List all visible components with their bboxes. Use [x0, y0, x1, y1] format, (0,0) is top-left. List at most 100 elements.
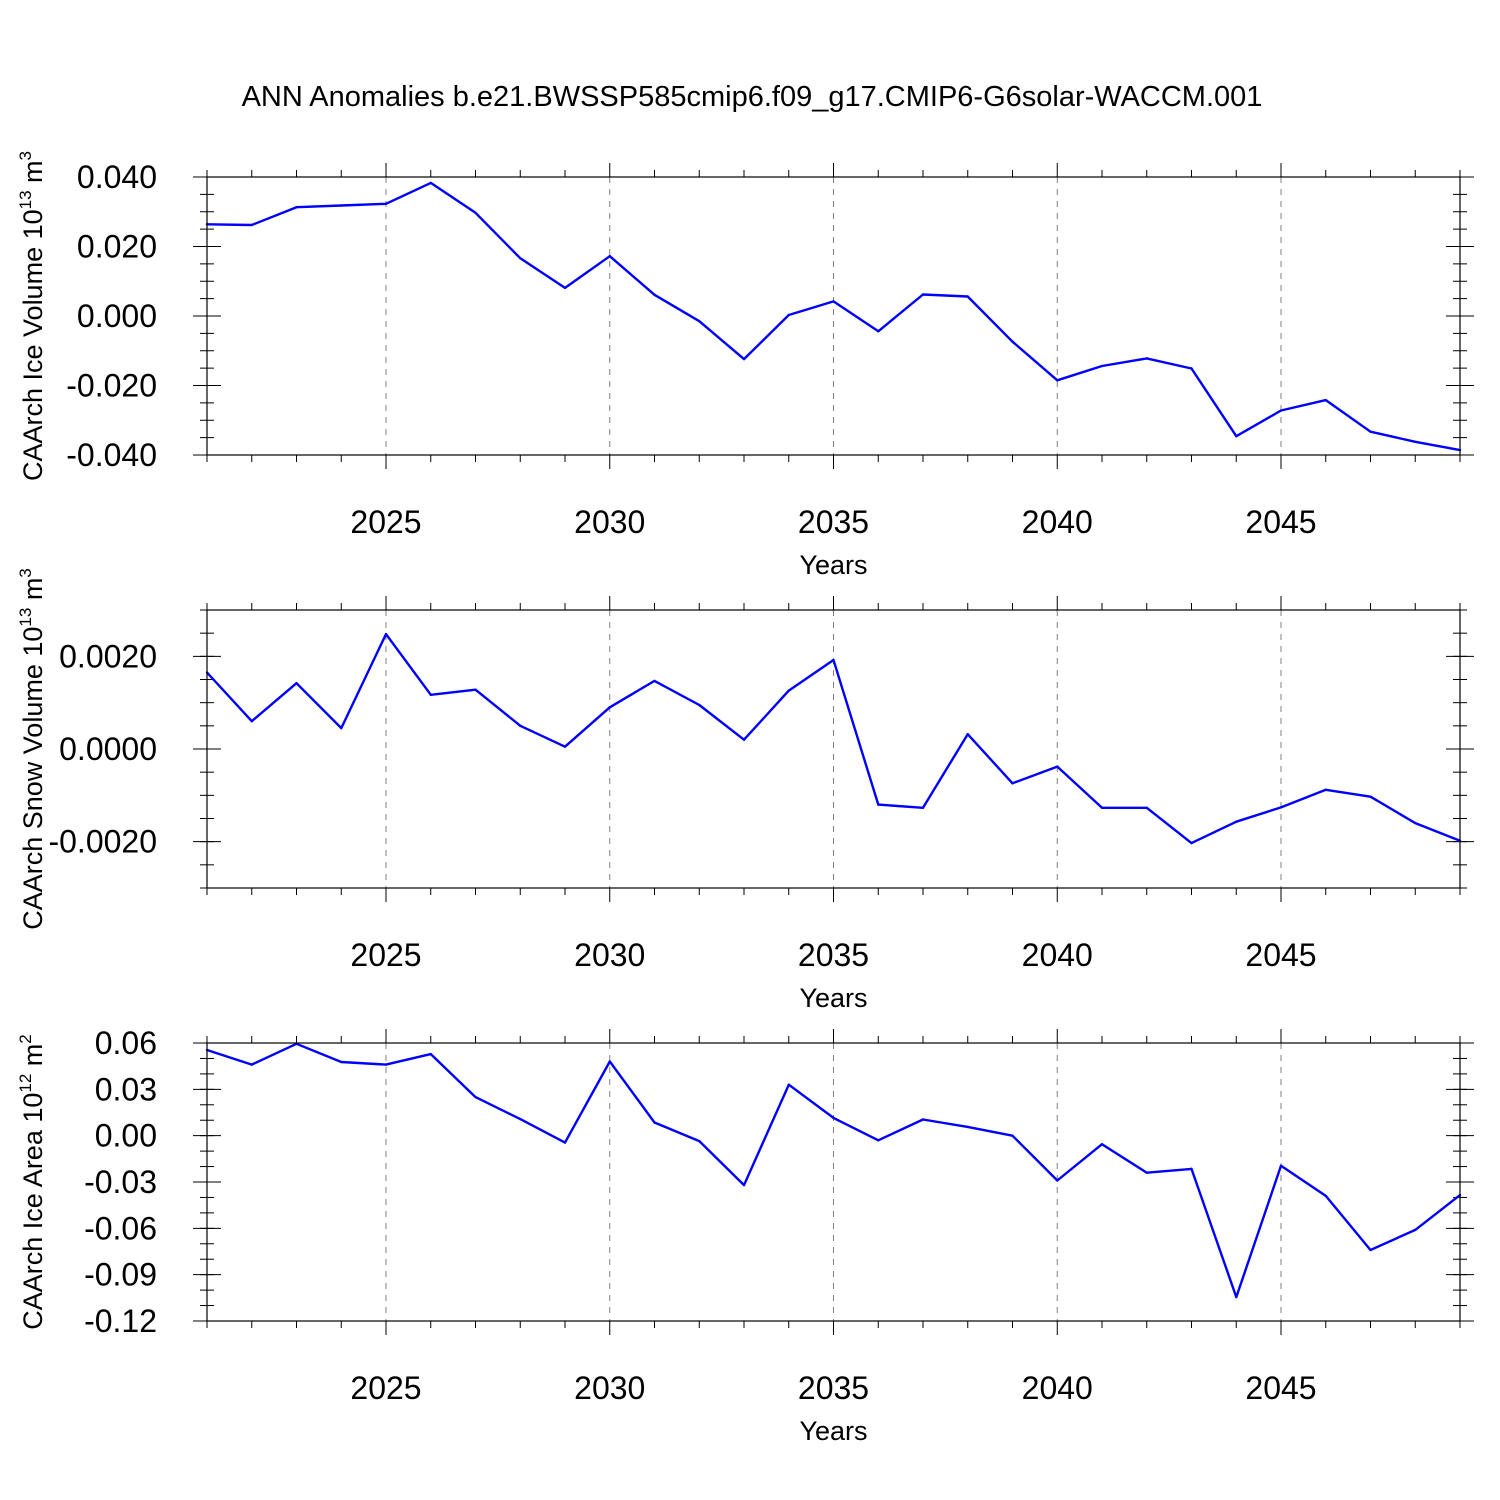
data-point: [429, 693, 432, 696]
data-point: [742, 1183, 746, 1187]
data-point: [608, 706, 611, 709]
data-point: [832, 300, 835, 303]
data-point: [1279, 1164, 1283, 1167]
data-point: [1011, 782, 1014, 785]
x-tick-label: 2025: [350, 937, 421, 973]
y-tick-label: -0.0020: [48, 824, 157, 860]
data-point: [1414, 440, 1417, 443]
plot-frame: [206, 609, 1461, 889]
data-point: [877, 803, 880, 806]
data-point: [1369, 1248, 1372, 1252]
plot-frame: [206, 176, 1461, 456]
data-point: [832, 658, 835, 662]
x-axis-title: Years: [799, 550, 867, 580]
y-tick-label: 0.040: [77, 159, 157, 195]
y-tick-label: -0.09: [84, 1257, 157, 1293]
data-point: [1100, 806, 1104, 810]
x-tick-label: 2030: [574, 1370, 645, 1406]
y-tick-label: -0.06: [84, 1210, 157, 1246]
x-tick-label: 2040: [1022, 937, 1093, 973]
data-point: [1056, 765, 1059, 768]
data-point: [1279, 409, 1283, 412]
x-tick-label: 2045: [1245, 1370, 1316, 1406]
data-point: [653, 1121, 656, 1124]
data-point: [966, 1125, 969, 1129]
data-point: [1324, 1194, 1327, 1198]
data-point: [1190, 367, 1193, 370]
data-point: [787, 313, 790, 317]
data-point: [384, 202, 388, 205]
data-point: [787, 1083, 790, 1086]
data-point: [384, 1063, 388, 1066]
x-axis-title: Years: [799, 983, 867, 1013]
data-point: [563, 1141, 567, 1144]
y-axis-title: CAArch Snow Volume 1013 m3: [16, 568, 48, 930]
data-point: [519, 724, 522, 728]
data-point: [966, 732, 969, 736]
x-tick-label: 2035: [798, 937, 869, 973]
data-point: [474, 1095, 477, 1099]
x-tick-label: 2035: [798, 1370, 869, 1406]
data-point: [1235, 435, 1238, 438]
y-tick-label: 0.03: [95, 1071, 157, 1107]
data-point: [1011, 1134, 1014, 1137]
data-point: [1011, 340, 1014, 343]
data-point: [474, 688, 477, 691]
panels-container: -0.040 -0.020 0.000 0.020 0.040 2025 2030 2035 2…: [16, 151, 1474, 1446]
data-point: [698, 320, 701, 323]
data-point: [1235, 1295, 1238, 1299]
x-tick-label: 2040: [1022, 1370, 1093, 1406]
data-point: [1145, 806, 1148, 810]
data-point: [1414, 1228, 1417, 1232]
data-point: [608, 255, 611, 258]
data-point: [608, 1060, 611, 1063]
data-point: [921, 806, 925, 810]
x-tick-label: 2030: [574, 937, 645, 973]
x-tick-label: 2035: [798, 504, 869, 540]
x-tick-label: 2045: [1245, 937, 1316, 973]
data-point: [429, 181, 432, 185]
data-point: [698, 1139, 701, 1143]
y-tick-label: -0.12: [84, 1303, 157, 1339]
data-point: [563, 286, 567, 290]
x-tick-label: 2040: [1022, 504, 1093, 540]
data-point: [1190, 1167, 1193, 1171]
y-tick-label: -0.020: [66, 368, 157, 404]
data-point: [832, 1116, 835, 1120]
y-tick-label: 0.0020: [59, 638, 157, 674]
y-tick-label: -0.040: [66, 437, 157, 473]
data-point: [295, 682, 298, 685]
data-point: [1324, 788, 1327, 791]
y-tick-label: 0.020: [77, 229, 157, 265]
data-point: [1056, 379, 1059, 382]
data-point: [921, 1118, 925, 1121]
data-point: [1190, 841, 1193, 845]
data-point: [877, 1139, 880, 1142]
data-point: [1056, 1179, 1059, 1182]
data-point: [966, 295, 969, 298]
y-axis-title: CAArch Ice Area 1012 m2: [16, 1034, 48, 1330]
data-point: [742, 357, 746, 361]
y-axis-title: CAArch Ice Volume 1013 m3: [16, 151, 48, 481]
data-point: [429, 1052, 432, 1056]
x-tick-label: 2045: [1245, 504, 1316, 540]
data-point: [653, 293, 656, 297]
data-point: [1279, 806, 1283, 809]
y-tick-label: -0.03: [84, 1164, 157, 1200]
data-point: [787, 689, 790, 692]
data-point: [1235, 820, 1238, 823]
data-point: [921, 293, 925, 296]
data-point: [474, 211, 477, 214]
data-point: [384, 632, 388, 636]
data-point: [1414, 821, 1417, 825]
data-point: [250, 1063, 253, 1066]
chart-panel-2: -0.0020 0.0000 0.0020 2025 2030 2035 2040 2045 Y…: [16, 568, 1474, 1013]
y-tick-label: 0.0000: [59, 731, 157, 767]
data-point: [698, 703, 701, 707]
plot-frame: [206, 1042, 1461, 1322]
chart-panel-1: -0.040 -0.020 0.000 0.020 0.040 2025 2030 2035 2…: [16, 151, 1474, 580]
data-point: [1145, 1171, 1148, 1174]
data-point: [563, 745, 567, 748]
